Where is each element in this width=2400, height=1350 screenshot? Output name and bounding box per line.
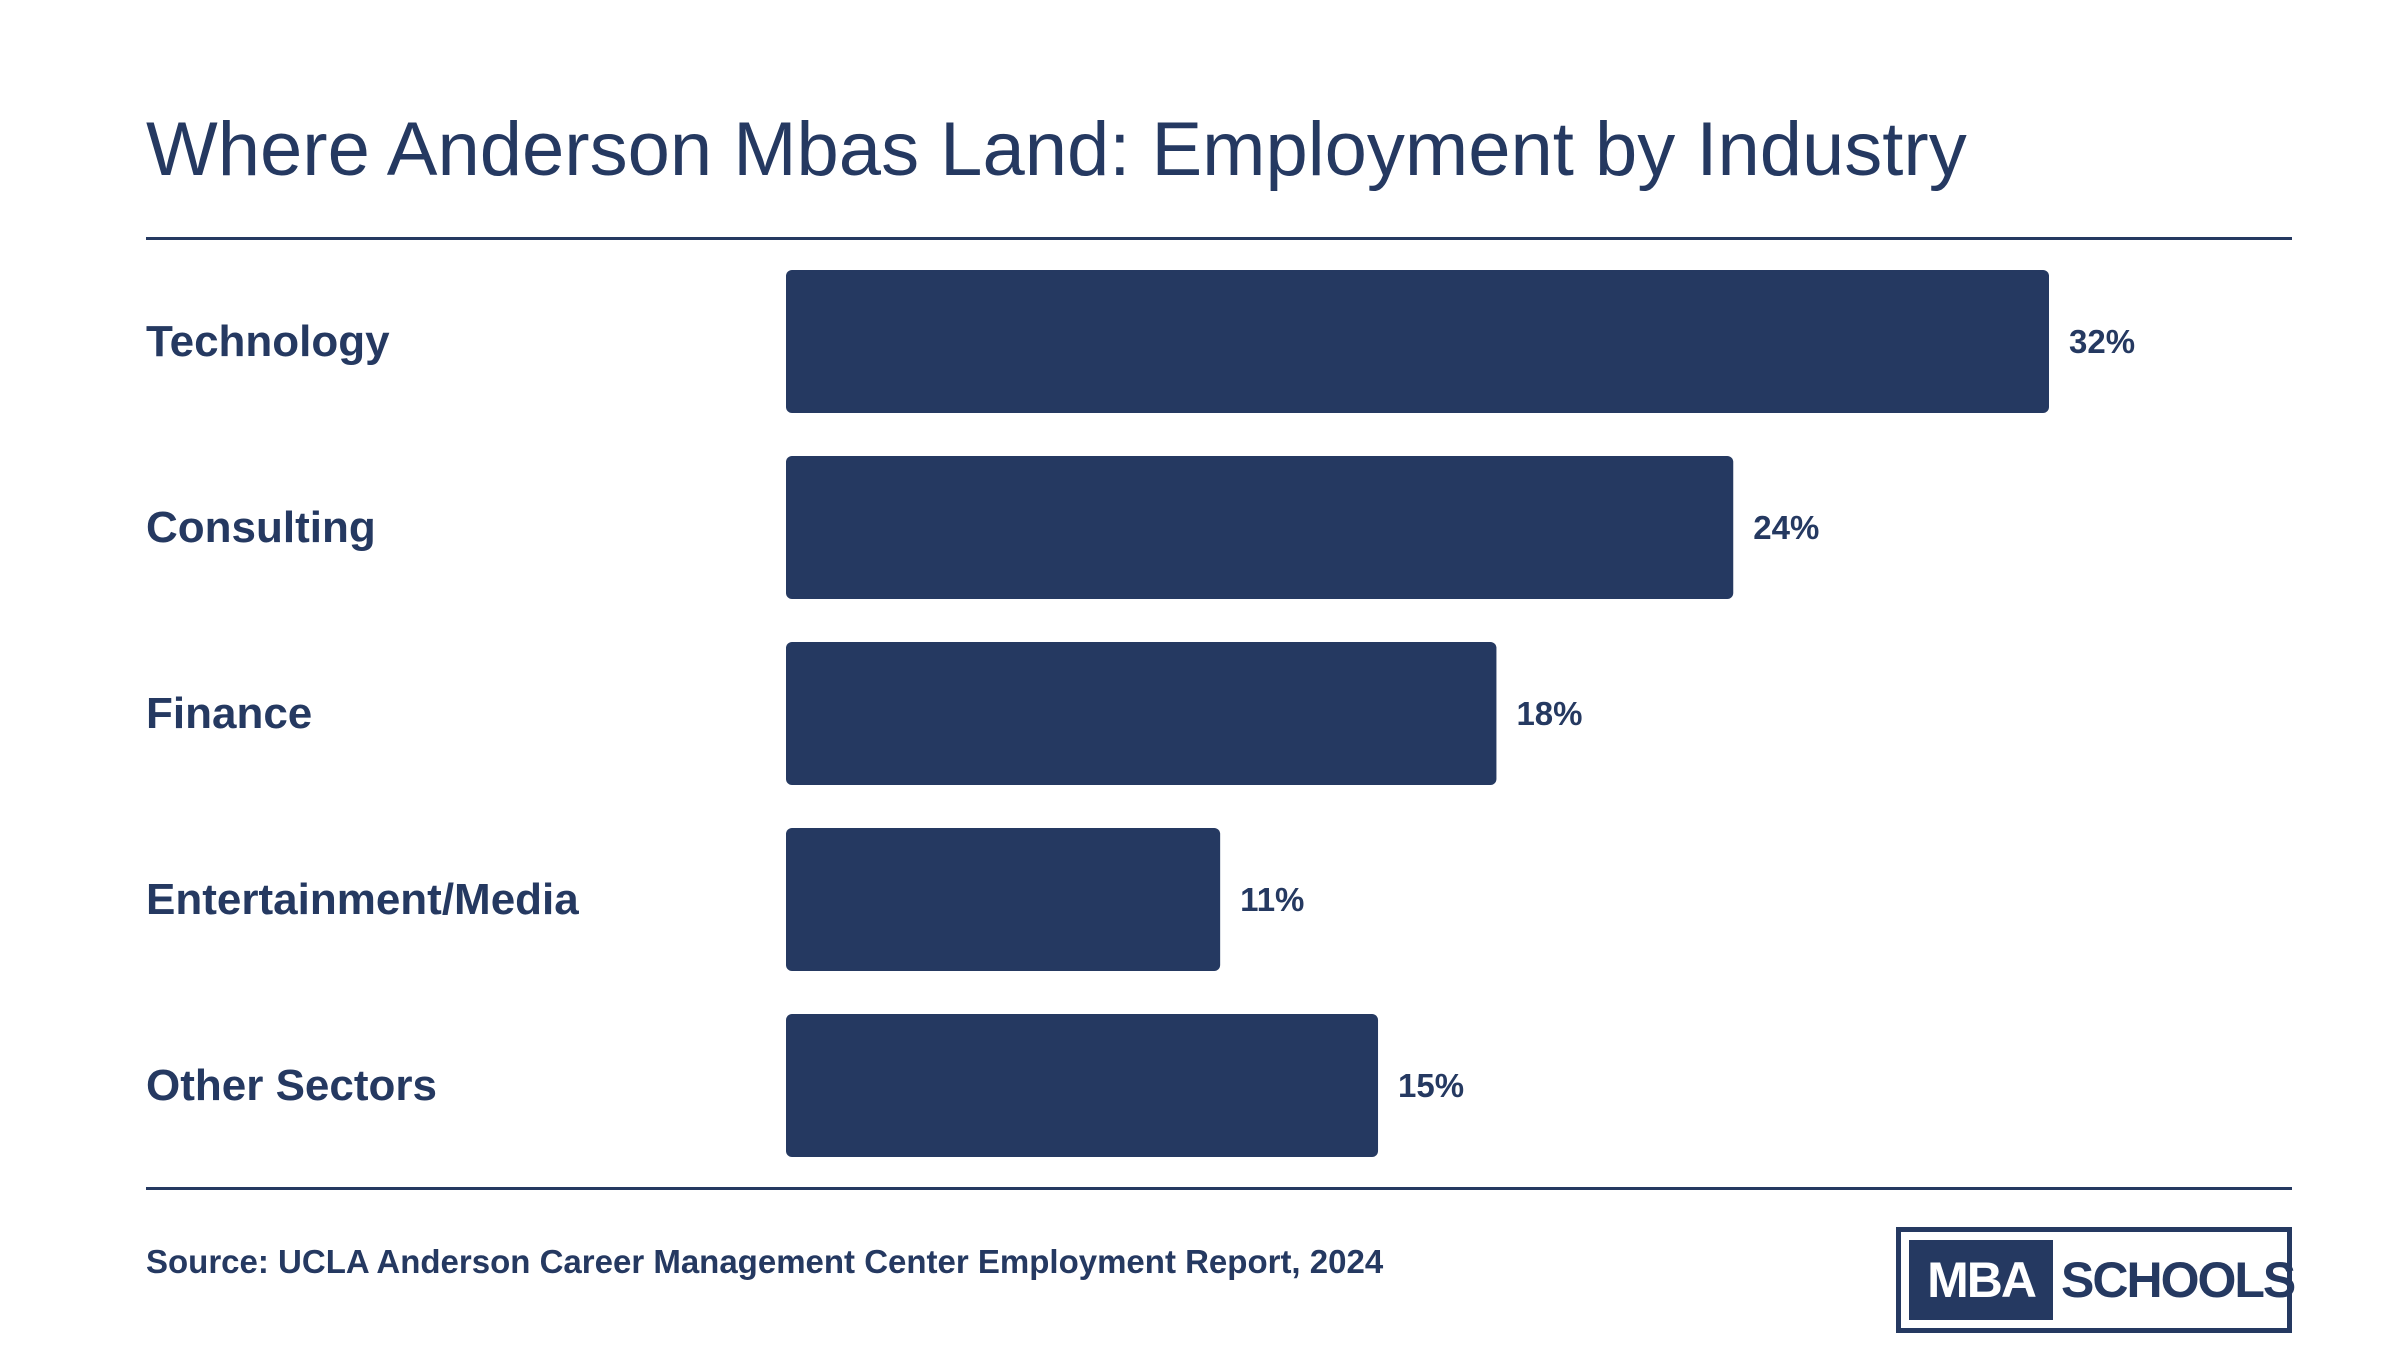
bar — [786, 828, 1221, 971]
bar — [786, 270, 2049, 413]
category-label: Technology — [146, 317, 390, 366]
source-note: Source: UCLA Anderson Career Management … — [146, 1243, 1384, 1280]
category-label: Consulting — [146, 503, 376, 552]
top-divider — [146, 237, 2292, 240]
bar — [786, 642, 1497, 785]
bar — [786, 1014, 1379, 1157]
value-label: 32% — [2069, 323, 2135, 360]
category-label: Finance — [146, 689, 312, 738]
value-label: 24% — [1753, 509, 1819, 546]
value-label: 11% — [1240, 881, 1304, 918]
chart-title: Where Anderson Mbas Land: Employment by … — [146, 107, 1967, 192]
bar — [786, 456, 1734, 599]
bottom-divider — [146, 1187, 2292, 1190]
category-label: Other Sectors — [146, 1061, 437, 1110]
logo-schools-text: SCHOOLS — [2061, 1252, 2296, 1308]
value-label: 15% — [1398, 1067, 1464, 1104]
category-label: Entertainment/Media — [146, 875, 579, 924]
logo-mba-text: MBA — [1909, 1240, 2053, 1320]
value-label: 18% — [1516, 695, 1582, 732]
mba-schools-logo: MBA SCHOOLS — [1896, 1227, 2296, 1333]
